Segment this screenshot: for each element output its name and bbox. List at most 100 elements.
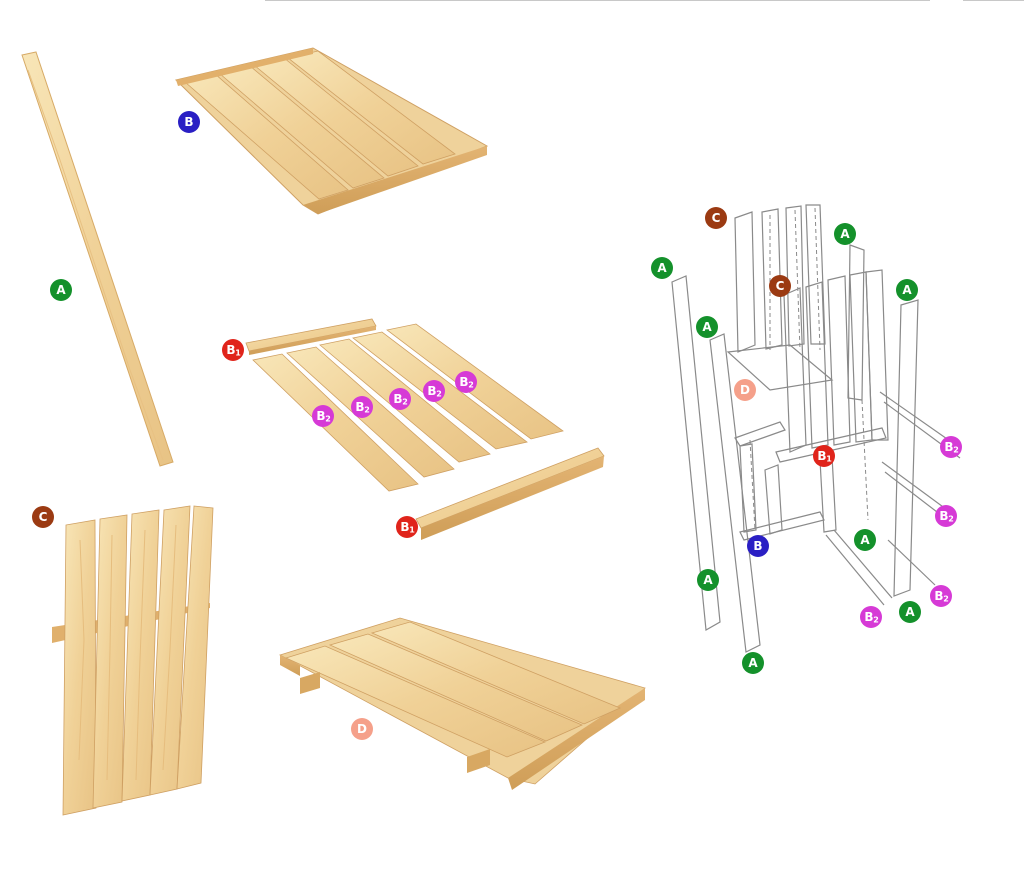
badge-circle — [222, 339, 244, 361]
label-badge-a: A — [896, 279, 918, 301]
badge-letter: B — [944, 440, 953, 454]
label-badge-b: B — [178, 111, 200, 133]
badge-circle — [705, 207, 727, 229]
badge-circle — [351, 396, 373, 418]
label-badge-a: A — [50, 279, 72, 301]
badge-circle — [312, 405, 334, 427]
part-a-board — [21, 51, 174, 467]
badge-circle — [651, 257, 673, 279]
label-badge-c: C — [705, 207, 727, 229]
badge-circle — [697, 569, 719, 591]
badge-subscript: 2 — [873, 616, 879, 625]
part-b1-bottom-bar — [415, 447, 605, 540]
badge-subscript: 2 — [364, 406, 370, 415]
label-badge-a: A — [854, 529, 876, 551]
badge-circle — [396, 516, 418, 538]
label-badge-c: C — [32, 506, 54, 528]
badge-circle — [32, 506, 54, 528]
badge-letter: B — [753, 539, 762, 553]
label-badge-b: B — [747, 535, 769, 557]
badge-letter: D — [740, 383, 750, 397]
part-c-panel — [52, 505, 214, 816]
part-b2-slats — [252, 323, 564, 492]
badge-subscript: 2 — [943, 595, 949, 604]
label-badge-a: A — [899, 601, 921, 623]
badge-subscript: 2 — [402, 398, 408, 407]
badge-letter: C — [776, 279, 785, 293]
top-rule-left — [265, 0, 930, 1]
badge-letter: B — [939, 509, 948, 523]
badge-letter: B — [934, 589, 943, 603]
badge-letter: A — [902, 283, 912, 297]
badge-subscript: 2 — [468, 381, 474, 390]
badge-circle — [50, 279, 72, 301]
part-b1-top-bar — [245, 318, 377, 355]
badge-circle — [834, 223, 856, 245]
badge-subscript: 1 — [826, 455, 832, 464]
badge-letter: A — [702, 320, 712, 334]
badge-circle — [455, 371, 477, 393]
badge-subscript: 2 — [325, 415, 331, 424]
badge-circle — [351, 718, 373, 740]
badge-circle — [696, 316, 718, 338]
badge-circle — [423, 380, 445, 402]
top-rule-right — [963, 0, 1024, 1]
badge-circle — [389, 388, 411, 410]
badge-letter: C — [712, 211, 721, 225]
part-d-pallet — [278, 617, 646, 790]
label-badge-d: D — [351, 718, 373, 740]
badge-circle — [769, 275, 791, 297]
badge-letter: A — [905, 605, 915, 619]
label-badge-a: A — [696, 316, 718, 338]
badge-letter: A — [657, 261, 667, 275]
label-badge-a: A — [697, 569, 719, 591]
badge-circle — [854, 529, 876, 551]
badge-letter: B — [427, 384, 436, 398]
badge-circle — [860, 606, 882, 628]
badge-circle — [930, 585, 952, 607]
badge-letter: C — [39, 510, 48, 524]
part-b-panel — [175, 47, 489, 215]
badge-letter: B — [226, 343, 235, 357]
badge-letter: B — [316, 409, 325, 423]
badge-letter: A — [840, 227, 850, 241]
label-badge-a: A — [651, 257, 673, 279]
badge-letter: A — [703, 573, 713, 587]
badge-letter: B — [400, 520, 409, 534]
badge-letter: B — [459, 375, 468, 389]
badge-circle — [178, 111, 200, 133]
badge-letter: D — [357, 722, 367, 736]
badge-subscript: 2 — [953, 446, 959, 455]
badge-circle — [742, 652, 764, 674]
badge-subscript: 1 — [235, 349, 241, 358]
label-badge-a: A — [834, 223, 856, 245]
label-badge-c: C — [769, 275, 791, 297]
badge-circle — [935, 505, 957, 527]
badge-letter: B — [864, 610, 873, 624]
label-badge-d: D — [734, 379, 756, 401]
badge-circle — [747, 535, 769, 557]
badge-subscript: 2 — [948, 515, 954, 524]
badge-circle — [899, 601, 921, 623]
badge-circle — [813, 445, 835, 467]
badge-letter: A — [748, 656, 758, 670]
badge-letter: B — [817, 449, 826, 463]
badge-circle — [896, 279, 918, 301]
badge-circle — [940, 436, 962, 458]
label-badge-a: A — [742, 652, 764, 674]
badge-letter: A — [860, 533, 870, 547]
badge-letter: B — [355, 400, 364, 414]
badge-subscript: 1 — [409, 526, 415, 535]
